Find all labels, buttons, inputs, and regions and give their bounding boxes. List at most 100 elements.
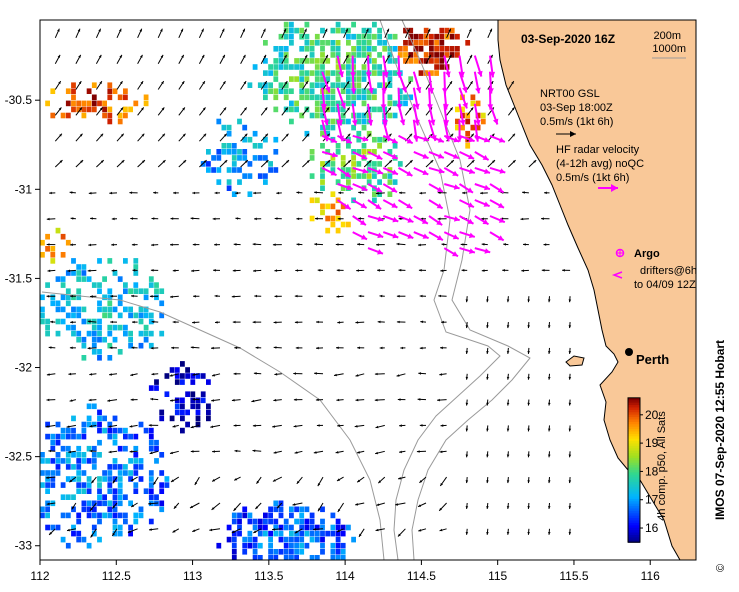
- sst-cell: [439, 40, 445, 46]
- sst-cell: [309, 88, 315, 94]
- x-axis: 112 112.5 113 113.5 114 114.5 115 115.5 116: [30, 560, 660, 583]
- sst-cell: [418, 46, 424, 52]
- sst-cell: [123, 433, 128, 440]
- current-vector: [317, 295, 324, 298]
- current-vector: [486, 528, 489, 535]
- colorbar-segment: [628, 518, 640, 522]
- current-vector: [527, 425, 530, 432]
- current-vector: [418, 528, 427, 532]
- sst-cell: [133, 488, 139, 494]
- sst-cell: [289, 33, 294, 40]
- current-vector: [465, 373, 469, 380]
- sst-cell: [351, 167, 356, 173]
- sst-cell: [268, 549, 273, 555]
- current-vector: [169, 373, 179, 377]
- current-vector: [396, 373, 406, 377]
- current-vector: [358, 217, 365, 220]
- sst-cell: [97, 355, 102, 361]
- sst-cell: [268, 536, 273, 543]
- sst-cell: [50, 482, 56, 488]
- sst-cell: [138, 288, 144, 294]
- sst-cell: [361, 112, 367, 119]
- current-vector: [437, 191, 447, 194]
- current-vector: [116, 54, 123, 64]
- sst-cell: [97, 476, 102, 482]
- current-vector: [171, 346, 179, 350]
- current-vector: [398, 191, 406, 195]
- current-vector: [358, 528, 365, 538]
- sst-cell: [273, 518, 279, 525]
- sst-cell: [434, 40, 439, 46]
- x-tick-label: 113.5: [254, 569, 283, 583]
- sst-cell: [117, 488, 123, 494]
- sst-cell: [361, 52, 367, 58]
- colorbar-segment: [628, 400, 640, 404]
- sst-cell: [330, 46, 336, 52]
- sst-cell: [320, 203, 325, 210]
- current-vector: [281, 159, 290, 168]
- sst-cell: [50, 300, 56, 307]
- current-vector: [46, 373, 56, 376]
- current-vector: [356, 450, 365, 454]
- sst-cell: [273, 549, 279, 555]
- current-vector: [75, 159, 84, 168]
- current-vector: [153, 476, 159, 485]
- current-vector: [465, 322, 469, 329]
- current-vector: [235, 217, 241, 220]
- current-vector: [465, 528, 469, 535]
- sst-cell: [423, 58, 429, 64]
- nrt-scale-arrow: [556, 131, 576, 137]
- current-vector: [486, 373, 489, 380]
- sst-cell: [439, 64, 445, 70]
- sst-cell: [263, 530, 268, 537]
- current-vector: [210, 346, 221, 350]
- sst-cell: [465, 40, 471, 46]
- sst-cell: [273, 58, 279, 64]
- current-vector: [384, 54, 391, 64]
- current-vector: [45, 424, 56, 428]
- hf-vector: [367, 215, 384, 222]
- current-vector: [396, 242, 406, 246]
- hf-vector: [443, 150, 460, 160]
- sst-cell: [107, 482, 113, 488]
- sst-cell: [299, 518, 305, 525]
- current-vector: [255, 346, 262, 349]
- sst-cell: [112, 500, 118, 507]
- current-vector: [112, 502, 118, 509]
- x-tick-label: 113: [183, 569, 202, 583]
- sst-cell: [133, 264, 139, 270]
- sst-cell: [351, 46, 356, 52]
- current-vector: [95, 28, 102, 39]
- current-vector: [293, 398, 303, 401]
- current-vector: [281, 80, 288, 90]
- sst-cell: [325, 88, 331, 94]
- sst-cell: [340, 173, 346, 179]
- current-vector: [397, 398, 406, 401]
- sst-cell: [387, 191, 393, 197]
- current-vector: [132, 269, 138, 272]
- sst-cell: [423, 52, 429, 58]
- sst-cell: [71, 494, 76, 500]
- colorbar-segment: [628, 455, 640, 459]
- hf-vector: [456, 119, 463, 142]
- current-vector: [89, 373, 97, 376]
- current-vector: [440, 346, 447, 350]
- sst-cell: [231, 542, 237, 549]
- sst-cell: [107, 433, 113, 440]
- sst-cell: [185, 421, 190, 428]
- sst-cell: [320, 130, 325, 137]
- sst-cell: [148, 385, 154, 391]
- sst-cell: [180, 397, 185, 404]
- current-vector: [294, 528, 303, 534]
- sst-cell: [335, 227, 341, 234]
- current-vector: [89, 449, 97, 453]
- sst-cell: [91, 403, 97, 410]
- sst-cell: [65, 288, 71, 294]
- sst-cell: [65, 88, 71, 94]
- sst-cell: [330, 106, 336, 113]
- sst-field: [40, 21, 486, 560]
- sst-cell: [294, 58, 299, 64]
- current-vector: [322, 54, 329, 64]
- current-vector: [317, 269, 324, 272]
- sst-cell: [418, 40, 424, 46]
